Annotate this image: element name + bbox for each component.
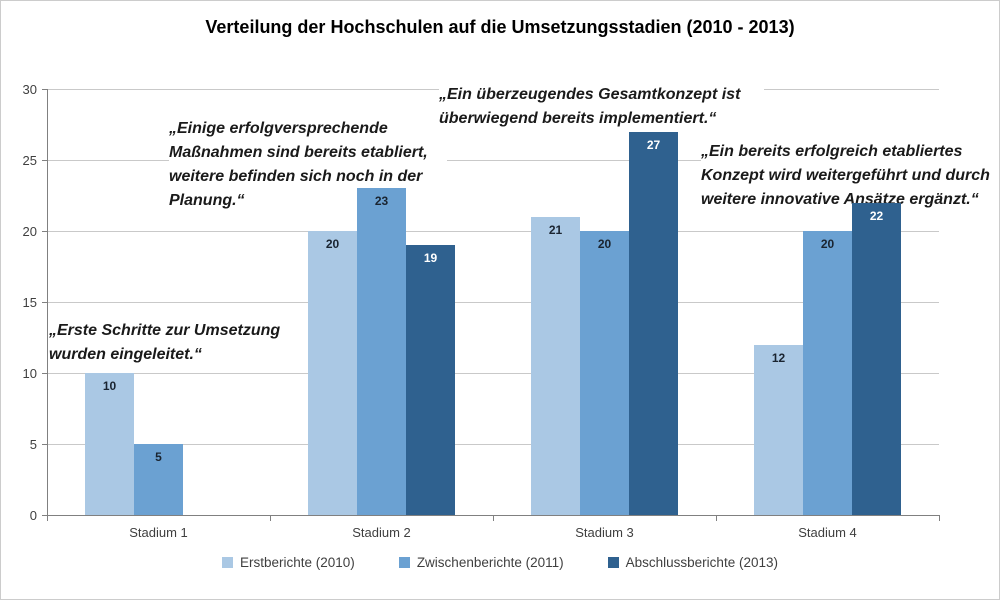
annotation-4: „Ein bereits erfolgreich etabliertes Kon… <box>701 140 999 212</box>
y-tick <box>42 160 47 161</box>
legend-swatch-icon <box>222 557 233 568</box>
x-category-label: Stadium 4 <box>798 525 857 540</box>
x-tick <box>716 515 717 521</box>
y-tick <box>42 444 47 445</box>
bar-Erstberichte (2010) <box>85 373 134 515</box>
y-tick <box>42 515 47 516</box>
gridline <box>47 160 939 161</box>
x-category-label: Stadium 2 <box>352 525 411 540</box>
x-tick <box>939 515 940 521</box>
bar-value-label: 10 <box>102 379 117 393</box>
legend-item: Erstberichte (2010) <box>222 555 355 570</box>
y-tick-label: 25 <box>22 153 37 168</box>
x-category-label: Stadium 3 <box>575 525 634 540</box>
x-tick <box>270 515 271 521</box>
bar-value-label: 12 <box>771 350 786 365</box>
legend-swatch-icon <box>607 557 619 568</box>
bar-Abschlussberichte (2013) <box>406 245 455 515</box>
annotation-3: „Ein überzeugendes Gesamtkonzept ist übe… <box>439 83 764 131</box>
x-tick <box>493 515 494 521</box>
legend-swatch-icon <box>398 557 410 568</box>
y-tick-label: 10 <box>22 366 37 381</box>
bar-value-label: 19 <box>423 251 438 266</box>
y-tick-label: 15 <box>22 295 37 310</box>
y-tick-label: 20 <box>22 224 37 239</box>
bar-Zwischenberichte (2011) <box>357 188 406 515</box>
legend: Erstberichte (2010) Zwischenberichte (201… <box>1 555 999 570</box>
legend-label: Zwischenberichte (2011) <box>416 555 564 570</box>
bar-Abschlussberichte (2013) <box>629 131 678 515</box>
bar-Erstberichte (2010) <box>754 344 803 515</box>
chart-title: Verteilung der Hochschulen auf die Umset… <box>205 17 795 37</box>
x-category-label: Stadium 1 <box>129 525 188 540</box>
bar-value-label: 23 <box>374 194 389 209</box>
y-tick <box>42 89 47 90</box>
y-tick-label: 5 <box>29 437 37 452</box>
bar-Abschlussberichte (2013) <box>852 202 901 515</box>
bar-Erstberichte (2010) <box>531 216 580 515</box>
gridline <box>47 444 939 445</box>
gridline <box>47 302 939 303</box>
bar-value-label: 21 <box>548 222 563 237</box>
bar-value-label: 27 <box>646 137 661 152</box>
y-axis <box>47 89 48 516</box>
y-tick <box>42 302 47 303</box>
legend-item: Abschlussberichte (2013) <box>607 555 778 570</box>
bar-value-label: 20 <box>325 237 340 251</box>
bar-value-label: 20 <box>597 237 612 251</box>
y-tick-label: 30 <box>22 82 37 97</box>
x-tick <box>47 515 48 521</box>
gridline <box>47 231 939 232</box>
y-tick-label: 0 <box>29 508 37 523</box>
bar-Zwischenberichte (2011) <box>134 444 183 515</box>
bar-value-label: 20 <box>820 237 835 251</box>
y-tick <box>42 373 47 374</box>
legend-label: Erstberichte (2010) <box>240 555 355 570</box>
annotation-1: „Erste Schritte zur Umsetzung wurden ein… <box>49 319 301 367</box>
legend-item: Zwischenberichte (2011) <box>398 555 564 570</box>
legend-label: Abschlussberichte (2013) <box>625 555 778 570</box>
bar-Zwischenberichte (2011) <box>580 231 629 515</box>
bar-Erstberichte (2010) <box>308 231 357 515</box>
bar-value-label: 5 <box>155 450 162 464</box>
bar-Zwischenberichte (2011) <box>803 231 852 515</box>
gridline <box>47 373 939 374</box>
y-tick <box>42 231 47 232</box>
bar-value-label: 22 <box>869 208 884 223</box>
